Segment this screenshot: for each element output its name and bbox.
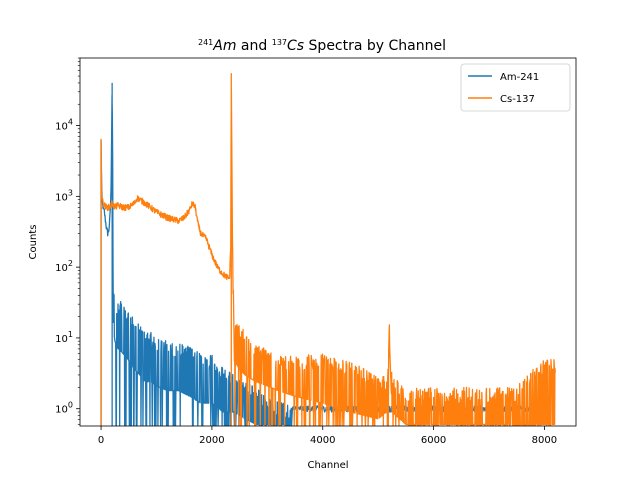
title-tail: Spectra by Channel: [304, 38, 446, 54]
title-part-1: Am: [212, 38, 236, 54]
title-sup-1: 241: [198, 38, 213, 47]
legend-label-cs137: Cs-137: [500, 94, 535, 105]
chart-title: 241Am and 137Cs Spectra by Channel: [198, 38, 446, 54]
title-part-2: Cs: [287, 38, 304, 54]
y-axis-label: Counts: [28, 225, 39, 260]
x-tick-label: 6000: [421, 435, 446, 446]
y-tick-label: 101: [55, 330, 73, 345]
y-axis: 100 101 102 103 104: [55, 57, 80, 425]
x-tick-label: 8000: [532, 435, 557, 446]
legend: Am-241 Cs-137: [460, 63, 571, 112]
x-tick-label: 2000: [199, 435, 224, 446]
x-axis-label: Channel: [307, 460, 348, 471]
title-sup-2: 137: [272, 38, 287, 47]
y-tick-label: 104: [55, 118, 73, 133]
y-tick-label: 103: [55, 188, 73, 203]
y-tick-label: 100: [55, 401, 73, 416]
legend-label-am241: Am-241: [500, 72, 539, 83]
x-axis: 0 2000 4000 6000 8000: [98, 426, 557, 446]
series-layer: [100, 73, 556, 426]
y-tick-label: 102: [55, 259, 73, 274]
x-tick-label: 0: [98, 435, 104, 446]
axes-frame: [79, 57, 577, 427]
x-tick-label: 4000: [310, 435, 335, 446]
plot-area: [100, 73, 556, 426]
title-mid: and: [236, 38, 271, 54]
series-line-cs-137: [100, 73, 556, 426]
